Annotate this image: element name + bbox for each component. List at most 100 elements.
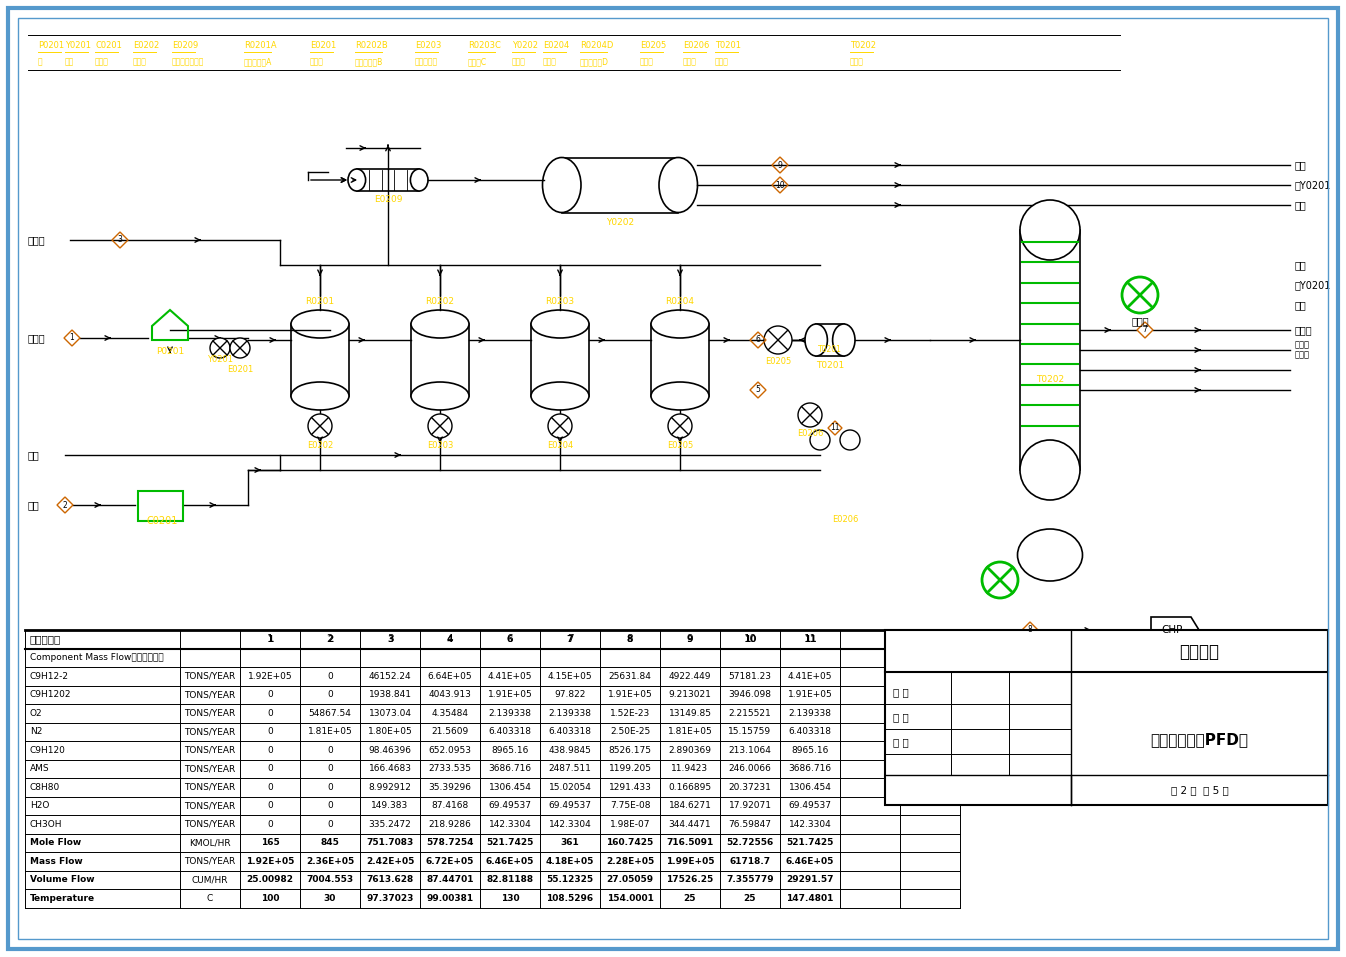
Text: 第 2 张  共 5 张: 第 2 张 共 5 张 bbox=[1171, 785, 1229, 795]
Text: E0204: E0204 bbox=[546, 440, 573, 450]
Text: C0201: C0201 bbox=[147, 516, 178, 526]
Text: TONS/YEAR: TONS/YEAR bbox=[184, 765, 236, 773]
Text: 审 核: 审 核 bbox=[892, 737, 909, 747]
Text: 61718.7: 61718.7 bbox=[730, 857, 770, 866]
Text: TONS/YEAR: TONS/YEAR bbox=[184, 801, 236, 811]
Text: 热交换: 热交换 bbox=[682, 57, 697, 66]
Ellipse shape bbox=[349, 169, 366, 191]
Text: 废气: 废气 bbox=[1295, 260, 1307, 270]
Text: 10: 10 bbox=[775, 181, 785, 189]
Circle shape bbox=[668, 414, 692, 438]
Text: E0202: E0202 bbox=[133, 40, 159, 50]
Ellipse shape bbox=[411, 169, 428, 191]
Ellipse shape bbox=[833, 324, 855, 356]
Text: 储罐: 储罐 bbox=[65, 57, 74, 66]
Text: 438.9845: 438.9845 bbox=[549, 746, 591, 755]
Text: 6: 6 bbox=[755, 336, 760, 345]
Text: 4: 4 bbox=[447, 634, 454, 644]
Text: 0: 0 bbox=[327, 690, 332, 700]
Text: 751.7083: 751.7083 bbox=[366, 838, 413, 847]
Text: E0203: E0203 bbox=[427, 440, 454, 450]
Text: 1.81E+05: 1.81E+05 bbox=[308, 727, 353, 736]
Text: R0202B: R0202B bbox=[355, 40, 388, 50]
Text: H2O: H2O bbox=[30, 801, 50, 811]
Ellipse shape bbox=[291, 310, 349, 338]
Text: 8: 8 bbox=[627, 634, 633, 644]
Text: 98.46396: 98.46396 bbox=[369, 746, 412, 755]
Text: 1938.841: 1938.841 bbox=[369, 690, 412, 700]
Text: 循环水: 循环水 bbox=[28, 235, 46, 245]
Text: TONS/YEAR: TONS/YEAR bbox=[184, 746, 236, 755]
Text: 0: 0 bbox=[267, 783, 273, 791]
Text: 4: 4 bbox=[447, 634, 454, 644]
Text: 0: 0 bbox=[327, 765, 332, 773]
Text: R0203: R0203 bbox=[545, 298, 575, 306]
Text: 8: 8 bbox=[627, 634, 634, 644]
Text: 17526.25: 17526.25 bbox=[666, 876, 713, 884]
Text: 521.7425: 521.7425 bbox=[486, 838, 533, 847]
Bar bbox=[561, 158, 678, 212]
Text: C0201: C0201 bbox=[96, 40, 122, 50]
Text: CHP: CHP bbox=[1162, 625, 1183, 635]
Text: 6.72E+05: 6.72E+05 bbox=[425, 857, 474, 866]
Text: 8526.175: 8526.175 bbox=[608, 746, 651, 755]
Text: Y0201: Y0201 bbox=[65, 40, 92, 50]
Text: 6.403318: 6.403318 bbox=[549, 727, 591, 736]
Text: 15.15759: 15.15759 bbox=[728, 727, 771, 736]
Text: 1199.205: 1199.205 bbox=[608, 765, 651, 773]
Text: E0201: E0201 bbox=[227, 366, 253, 374]
Text: 20.37231: 20.37231 bbox=[728, 783, 771, 791]
Text: O2: O2 bbox=[30, 709, 43, 718]
Text: 4.15E+05: 4.15E+05 bbox=[548, 672, 592, 680]
Text: 全沸腾
蒸发器: 全沸腾 蒸发器 bbox=[1295, 341, 1310, 360]
Text: 物料编号：: 物料编号： bbox=[30, 634, 62, 644]
Text: E0206: E0206 bbox=[797, 430, 824, 438]
Text: 0: 0 bbox=[327, 783, 332, 791]
Text: 8965.16: 8965.16 bbox=[791, 746, 829, 755]
Text: 0: 0 bbox=[327, 820, 332, 829]
Text: 8965.16: 8965.16 bbox=[491, 746, 529, 755]
Text: TONS/YEAR: TONS/YEAR bbox=[184, 727, 236, 736]
Circle shape bbox=[428, 414, 452, 438]
Circle shape bbox=[210, 338, 230, 358]
Text: 57181.23: 57181.23 bbox=[728, 672, 771, 680]
Text: 6: 6 bbox=[507, 634, 513, 644]
Text: 废水: 废水 bbox=[1295, 200, 1307, 210]
Text: 7004.553: 7004.553 bbox=[307, 876, 354, 884]
Text: 鼓风机: 鼓风机 bbox=[96, 57, 109, 66]
Text: 76.59847: 76.59847 bbox=[728, 820, 771, 829]
Text: Y0202: Y0202 bbox=[511, 40, 538, 50]
Text: E0201: E0201 bbox=[310, 40, 336, 50]
Text: 5: 5 bbox=[755, 386, 760, 394]
Text: 1.92E+05: 1.92E+05 bbox=[246, 857, 295, 866]
Text: 2.50E-25: 2.50E-25 bbox=[610, 727, 650, 736]
Text: 3686.716: 3686.716 bbox=[489, 765, 532, 773]
Text: 0: 0 bbox=[327, 801, 332, 811]
Bar bbox=[357, 169, 419, 191]
Text: 4.35484: 4.35484 bbox=[432, 709, 468, 718]
Text: 335.2472: 335.2472 bbox=[369, 820, 412, 829]
Text: 热交换: 热交换 bbox=[310, 57, 324, 66]
Text: 17.92071: 17.92071 bbox=[728, 801, 771, 811]
Text: R0202: R0202 bbox=[425, 298, 455, 306]
Ellipse shape bbox=[1018, 529, 1082, 581]
Text: T0201: T0201 bbox=[816, 362, 844, 370]
Text: 4043.913: 4043.913 bbox=[428, 690, 471, 700]
Text: 184.6271: 184.6271 bbox=[669, 801, 712, 811]
Text: 25: 25 bbox=[684, 894, 696, 902]
Circle shape bbox=[230, 338, 250, 358]
Text: 6.64E+05: 6.64E+05 bbox=[428, 672, 472, 680]
Text: 0: 0 bbox=[327, 746, 332, 755]
Ellipse shape bbox=[532, 310, 590, 338]
Ellipse shape bbox=[1020, 440, 1079, 500]
Text: 0: 0 bbox=[327, 672, 332, 680]
Text: 1.91E+05: 1.91E+05 bbox=[487, 690, 533, 700]
Text: 氧化提浓工段PFD图: 氧化提浓工段PFD图 bbox=[1151, 732, 1249, 747]
Text: 160.7425: 160.7425 bbox=[607, 838, 654, 847]
Text: 213.1064: 213.1064 bbox=[728, 746, 771, 755]
Text: 166.4683: 166.4683 bbox=[369, 765, 412, 773]
Text: R0203C: R0203C bbox=[468, 40, 501, 50]
Text: R0204: R0204 bbox=[665, 298, 695, 306]
Text: AMS: AMS bbox=[30, 765, 50, 773]
Text: P0201: P0201 bbox=[156, 347, 184, 357]
